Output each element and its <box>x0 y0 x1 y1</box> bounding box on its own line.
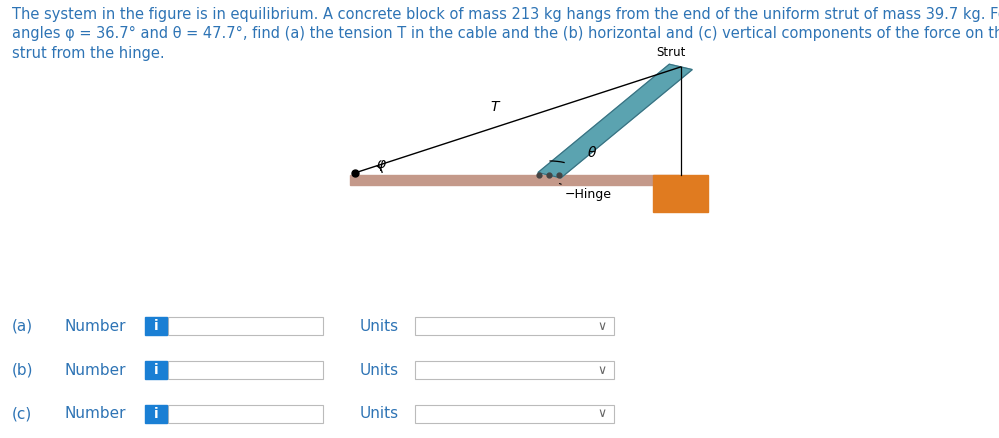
Text: Strut: Strut <box>655 46 685 59</box>
Text: angles φ = 36.7° and θ = 47.7°, find (a) the tension T in the cable and the (b) : angles φ = 36.7° and θ = 47.7°, find (a)… <box>12 26 999 41</box>
FancyBboxPatch shape <box>145 317 167 336</box>
FancyBboxPatch shape <box>145 361 167 379</box>
Text: T: T <box>491 100 500 114</box>
FancyBboxPatch shape <box>168 361 323 379</box>
FancyBboxPatch shape <box>415 361 614 379</box>
Text: ∨: ∨ <box>597 320 607 333</box>
Text: Number: Number <box>65 319 127 334</box>
Text: (b): (b) <box>12 363 34 378</box>
FancyBboxPatch shape <box>168 317 323 336</box>
Text: Units: Units <box>360 319 399 334</box>
Text: Units: Units <box>360 363 399 378</box>
Text: −Hinge: −Hinge <box>559 184 611 201</box>
FancyBboxPatch shape <box>415 405 614 423</box>
Text: φ: φ <box>377 157 386 171</box>
Text: The system in the figure is in equilibrium. A concrete block of mass 213 kg hang: The system in the figure is in equilibri… <box>12 7 999 21</box>
Text: Number: Number <box>65 406 127 421</box>
Text: i: i <box>154 363 158 377</box>
Text: ∨: ∨ <box>597 364 607 377</box>
FancyBboxPatch shape <box>145 405 167 423</box>
Text: i: i <box>154 407 158 421</box>
Text: θ: θ <box>587 146 596 160</box>
Text: ∨: ∨ <box>597 407 607 420</box>
Polygon shape <box>538 64 692 178</box>
FancyBboxPatch shape <box>168 405 323 423</box>
Bar <box>653 175 708 212</box>
Bar <box>350 175 679 185</box>
Text: (a): (a) <box>12 319 33 334</box>
Text: Units: Units <box>360 406 399 421</box>
Text: i: i <box>154 319 158 333</box>
Text: Number: Number <box>65 363 127 378</box>
Text: (c): (c) <box>12 406 32 421</box>
FancyBboxPatch shape <box>415 317 614 336</box>
Text: strut from the hinge.: strut from the hinge. <box>12 46 165 61</box>
